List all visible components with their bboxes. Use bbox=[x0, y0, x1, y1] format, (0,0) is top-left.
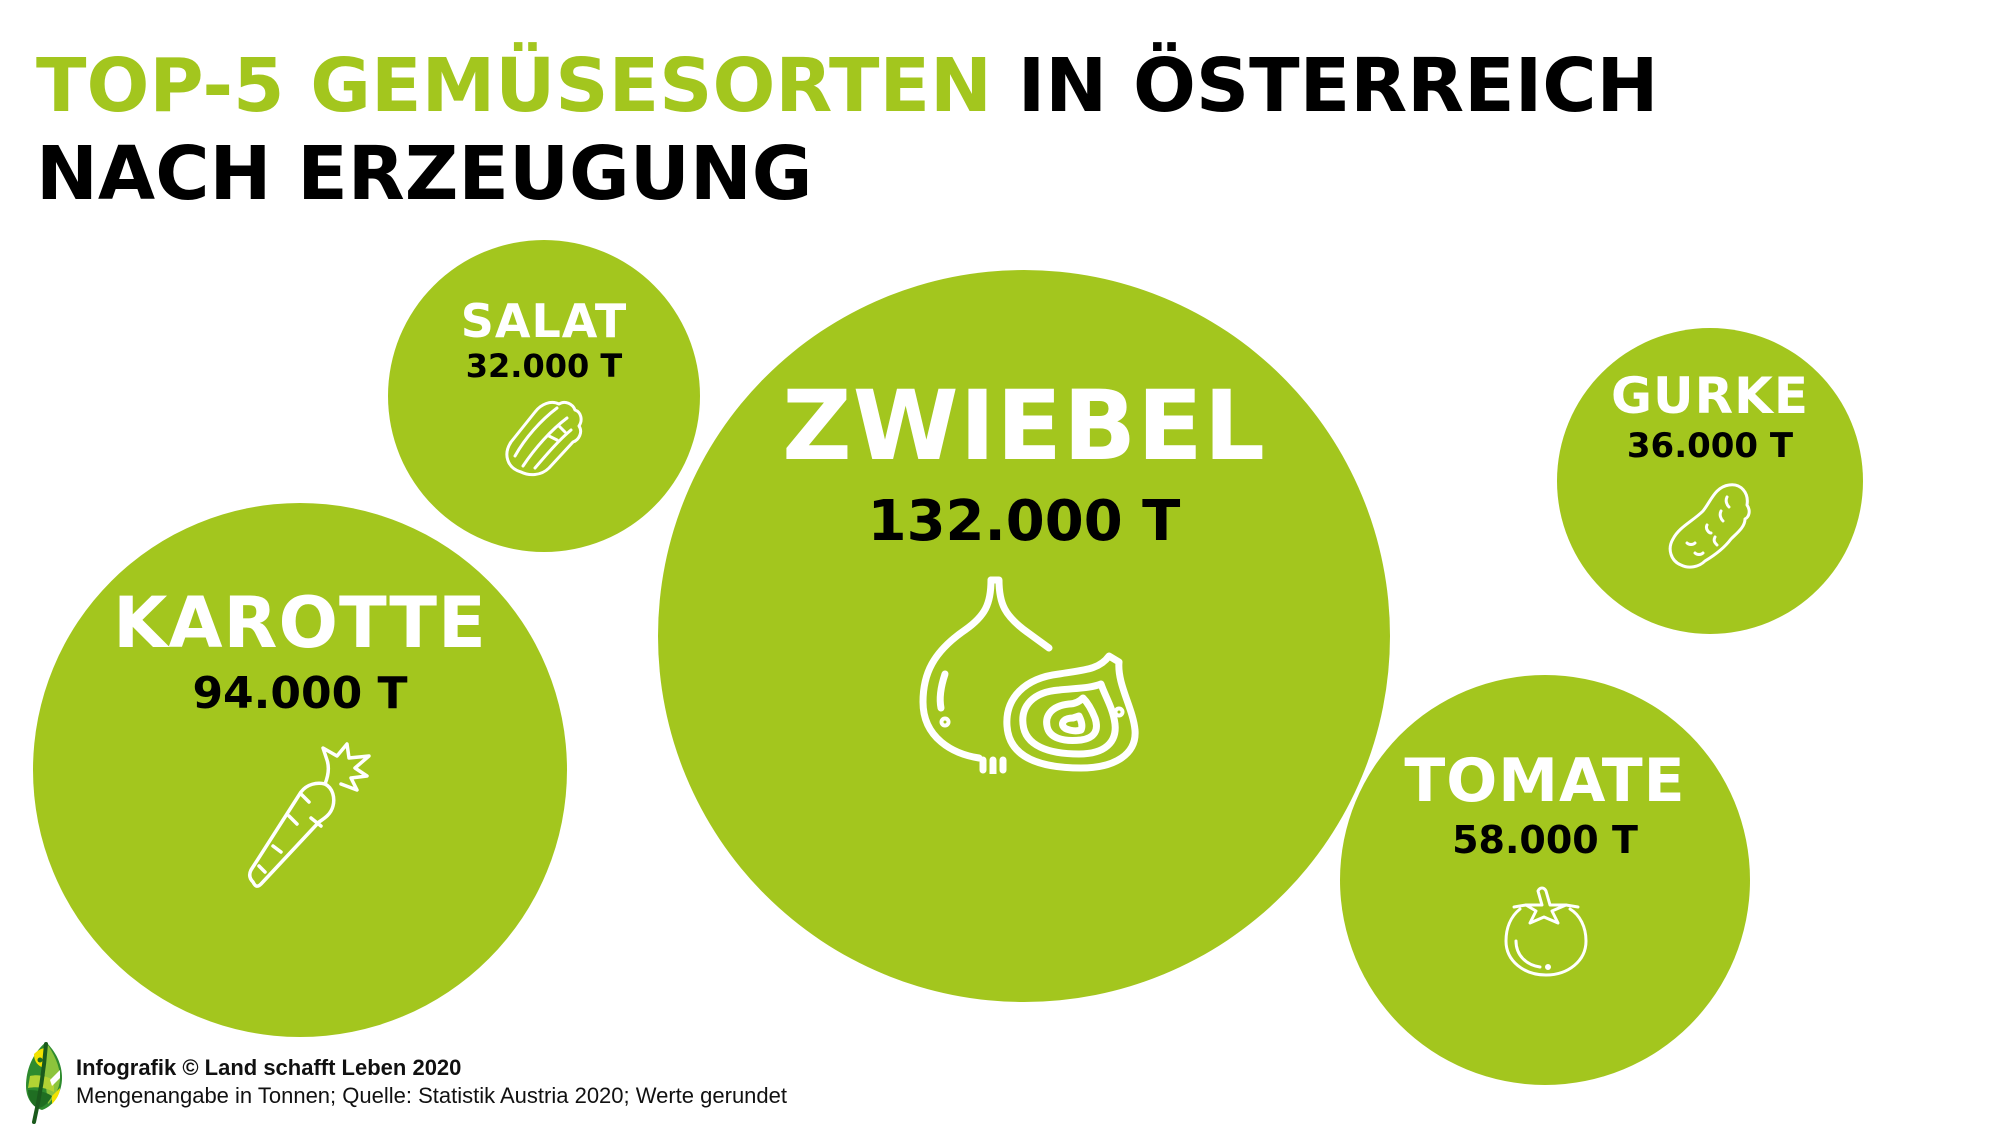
bubble-tomate: TOMATE 58.000 T bbox=[1340, 675, 1750, 1085]
bubble-value: 32.000 T bbox=[465, 347, 623, 385]
bubble-zwiebel: ZWIEBEL 132.000 T bbox=[658, 270, 1390, 1002]
bubble-value: 94.000 T bbox=[192, 668, 408, 719]
bubble-name: GURKE bbox=[1610, 367, 1810, 425]
title-line2: NACH ERZEUGUNG bbox=[36, 131, 813, 217]
bubble-salat: SALAT 32.000 T bbox=[388, 240, 700, 552]
title-rest-line1: IN ÖSTERREICH bbox=[991, 43, 1659, 129]
page-title: TOP-5 GEMÜSESORTEN IN ÖSTERREICH NACH ER… bbox=[36, 42, 1658, 218]
bubble-name: SALAT bbox=[460, 294, 628, 348]
leaf-logo-icon bbox=[26, 1042, 62, 1124]
bubble-value: 36.000 T bbox=[1626, 426, 1794, 466]
bubble-karotte: KAROTTE 94.000 T bbox=[33, 503, 567, 1037]
lettuce-icon bbox=[505, 400, 583, 477]
title-accent: TOP-5 GEMÜSESORTEN bbox=[36, 43, 992, 129]
cucumber-icon bbox=[1668, 483, 1751, 569]
bubble-name: ZWIEBEL bbox=[782, 370, 1266, 482]
bubble-name: KAROTTE bbox=[113, 582, 487, 664]
bubble-name: TOMATE bbox=[1404, 746, 1686, 816]
bubble-value: 132.000 T bbox=[867, 489, 1181, 554]
footer: Infografik © Land schafft Leben 2020 Men… bbox=[24, 1040, 787, 1124]
bubble-value: 58.000 T bbox=[1452, 818, 1638, 862]
footer-credit: Infografik © Land schafft Leben 2020 bbox=[76, 1055, 462, 1080]
carrot-icon bbox=[247, 742, 371, 888]
onion-icon bbox=[919, 576, 1139, 774]
footer-source-note: Mengenangabe in Tonnen; Quelle: Statisti… bbox=[76, 1083, 787, 1108]
bubble-gurke: GURKE 36.000 T bbox=[1557, 328, 1863, 634]
tomato-icon bbox=[1504, 886, 1588, 977]
